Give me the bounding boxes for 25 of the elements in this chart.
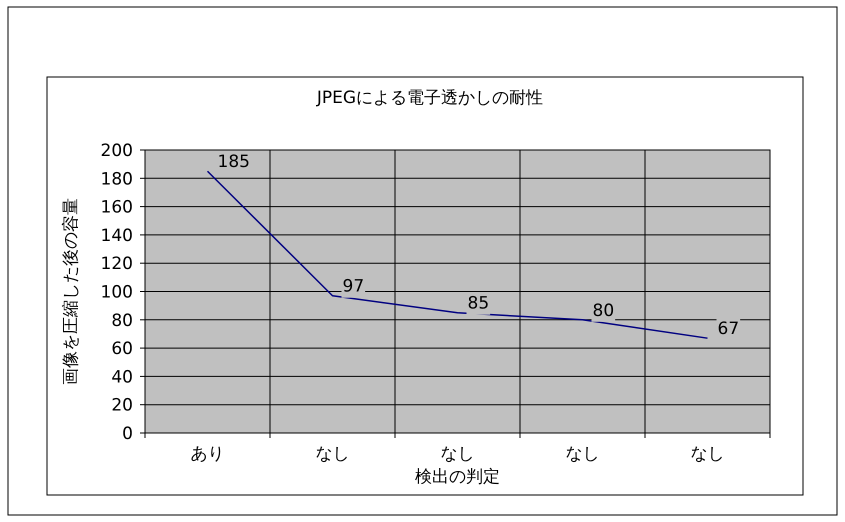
y-tick-label: 120 [100,254,133,274]
data-label: 97 [342,276,364,297]
y-tick-label: 60 [111,339,133,360]
y-tick-label: 40 [111,367,133,388]
y-tick-label: 100 [100,282,133,302]
y-tick-label: 160 [100,198,133,218]
data-label: 67 [718,319,740,340]
y-tick-label: 140 [100,226,133,246]
data-label: 80 [592,300,614,321]
chart-title: JPEGによる電子透かしの耐性 [316,88,544,108]
x-tick-label: なし [566,444,600,464]
x-tick-label: なし [440,444,474,464]
y-tick-label: 20 [111,396,133,416]
data-label: 85 [468,294,490,314]
x-tick-label: なし [690,444,724,464]
y-tick-label: 200 [100,141,133,161]
y-axis-title: 画像を圧縮した後の容量 [61,198,81,385]
y-tick-label: 0 [122,424,133,444]
line-series [206,170,708,339]
x-tick-label: なし [316,444,350,464]
x-axis-title: 検出の判定 [415,467,500,487]
y-tick-label: 180 [100,169,133,190]
data-label: 185 [218,152,250,172]
y-tick-label: 80 [111,310,133,331]
x-tick-label: あり [190,444,224,464]
